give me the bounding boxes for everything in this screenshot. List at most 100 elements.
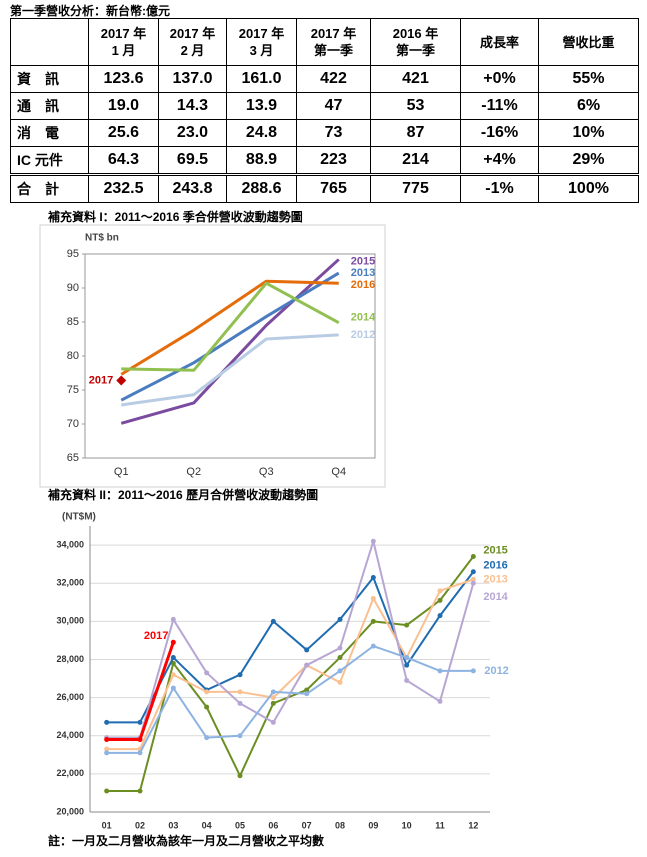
x-tick-label: Q1: [114, 466, 129, 478]
x-tick-label: 06: [268, 820, 278, 830]
point-marker: [137, 737, 143, 743]
point-marker: [470, 569, 476, 575]
y-axis-label: (NT$M): [62, 512, 96, 523]
point-marker: [404, 662, 410, 668]
x-tick-label: Q3: [259, 466, 274, 478]
corner-cell: [10, 18, 89, 66]
series-line: [106, 645, 474, 754]
series-label: 2014: [483, 591, 508, 603]
y-tick-label: 32,000: [56, 578, 84, 588]
series-line: [120, 271, 340, 402]
x-tick-label: 09: [368, 820, 378, 830]
table-row: 合 計 232.5 243.8 288.6 765 775 -1% 100%: [10, 173, 639, 203]
point-marker: [137, 719, 143, 725]
table-body: 資 訊 123.6 137.0 161.0 422 421 +0% 55% 通 訊 19.0 14.…: [10, 65, 639, 203]
series-label: 2015: [351, 255, 375, 267]
point-marker: [237, 689, 243, 695]
y-tick-label: 30,000: [56, 616, 84, 626]
table-row: 消 電 25.6 23.0 24.8 73 87 -16% 10%: [10, 119, 639, 147]
x-tick-label: 12: [468, 820, 478, 830]
point-marker: [104, 737, 110, 743]
point-marker: [270, 700, 276, 706]
point-marker: [237, 700, 243, 706]
x-tick-label: Q4: [331, 466, 346, 478]
row-label: 合 計: [10, 173, 89, 203]
series-line: [121, 333, 339, 407]
table-cell: 100%: [538, 173, 639, 203]
point-marker: [370, 595, 376, 601]
x-tick-label: 05: [235, 820, 245, 830]
header-line: 3 月: [249, 43, 274, 58]
point-marker: [237, 733, 243, 739]
chart-title: 補充資料 II：2011～2016 歷月合併營收波動趨勢圖: [47, 487, 318, 502]
table-cell: 223: [296, 146, 371, 175]
point-marker: [270, 719, 276, 725]
point-marker: [437, 668, 443, 674]
y-tick-label: 65: [67, 452, 79, 464]
series-label: 2012: [351, 329, 375, 341]
header-line: 2017 年: [169, 26, 216, 41]
point-marker: [270, 695, 276, 701]
heading: 第一季營收分析：新台幣:億元: [10, 4, 170, 18]
header-cell: 營收比重: [538, 18, 639, 66]
header-line: 第一季: [313, 43, 353, 58]
series-line: [106, 578, 474, 751]
point-marker: [170, 655, 176, 661]
table-cell: 53: [370, 92, 461, 120]
point-marker: [104, 750, 110, 756]
series-label: 2017: [89, 374, 113, 386]
table-cell: -16%: [460, 119, 539, 147]
point-marker: [204, 704, 210, 710]
y-tick-label: 85: [67, 316, 79, 328]
point-marker: [470, 668, 476, 674]
header-line: 2017 年: [238, 26, 285, 41]
table-cell: 775: [370, 173, 461, 203]
header-line: 第一季: [395, 43, 435, 58]
point-marker: [304, 691, 310, 697]
point-marker: [204, 670, 210, 676]
point-marker: [337, 668, 343, 674]
y-tick-label: 22,000: [56, 768, 84, 778]
table-cell: +4%: [460, 146, 539, 175]
x-tick-label: 02: [135, 820, 145, 830]
table-cell: 25.6: [88, 119, 159, 147]
point-marker: [304, 647, 310, 653]
point-marker: [170, 685, 176, 691]
point-marker: [237, 773, 243, 779]
series-line: [120, 279, 339, 376]
row-label: 通 訊: [10, 92, 89, 120]
point-marker: [270, 689, 276, 695]
x-tick-label: 10: [402, 820, 412, 830]
plot-frame: [84, 253, 376, 459]
point-marker: [437, 613, 443, 619]
point-marker: [104, 719, 110, 725]
series-label: 2012: [484, 665, 508, 677]
series-label: 2013: [483, 573, 507, 585]
table-cell: +0%: [460, 65, 539, 93]
point-marker: [337, 679, 343, 685]
table-cell: 88.9: [226, 146, 297, 175]
header-line: 營收比重: [562, 34, 615, 50]
y-tick-label: 95: [67, 248, 79, 260]
point-marker: [404, 677, 410, 683]
point-marker: [116, 375, 127, 386]
x-tick-label: 08: [335, 820, 345, 830]
x-tick-label: 07: [302, 820, 312, 830]
table-cell: 73: [296, 119, 371, 147]
series-line: [106, 555, 475, 793]
header-cell: 2016 年第一季: [370, 18, 461, 66]
x-tick-label: 01: [102, 820, 112, 830]
point-marker: [170, 616, 176, 622]
point-marker: [237, 672, 243, 678]
x-tick-label: Q2: [186, 466, 201, 478]
series-line: [106, 571, 475, 724]
x-tick-label: 03: [168, 820, 178, 830]
y-tick-label: 26,000: [56, 692, 84, 702]
table-cell: 161.0: [226, 65, 297, 93]
y-tick-label: 70: [67, 418, 79, 430]
point-marker: [170, 672, 176, 678]
table-cell: 422: [296, 65, 371, 93]
x-tick-label: 04: [202, 820, 212, 830]
